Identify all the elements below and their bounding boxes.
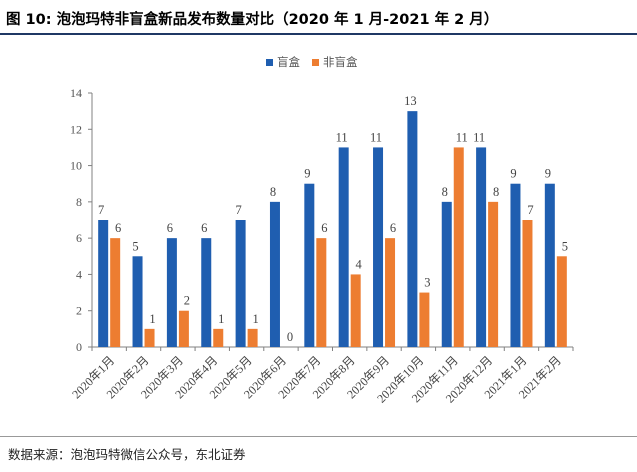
figure-source: 数据来源：泡泡玛特微信公众号，东北证券 bbox=[8, 447, 246, 462]
bar-series-2 bbox=[453, 147, 464, 347]
bar-series-2 bbox=[488, 201, 499, 347]
data-label-series-1: 9 bbox=[304, 167, 310, 181]
data-label-series-1: 11 bbox=[370, 130, 382, 144]
data-label-series-1: 6 bbox=[201, 221, 207, 235]
data-label-series-1: 5 bbox=[132, 239, 138, 253]
bar-series-1 bbox=[407, 111, 418, 348]
data-label-series-2: 6 bbox=[321, 221, 327, 235]
data-label-series-2: 11 bbox=[456, 130, 468, 144]
bar-series-2 bbox=[144, 328, 155, 347]
bar-series-1 bbox=[338, 147, 349, 347]
y-tick-label: 0 bbox=[76, 340, 82, 354]
bar-series-2 bbox=[213, 328, 224, 347]
legend-label-series-1: 盲盒 bbox=[277, 55, 300, 69]
bar-series-2 bbox=[316, 238, 327, 347]
bar-series-1 bbox=[201, 238, 212, 347]
data-label-series-2: 6 bbox=[390, 221, 396, 235]
data-label-series-2: 5 bbox=[562, 239, 568, 253]
legend-swatch-series-1 bbox=[266, 59, 273, 66]
bar-series-1 bbox=[269, 201, 280, 347]
y-tick-label: 10 bbox=[70, 159, 82, 173]
y-tick-label: 14 bbox=[70, 86, 82, 100]
data-label-series-1: 8 bbox=[270, 185, 276, 199]
bar-series-1 bbox=[544, 183, 555, 347]
data-label-series-1: 8 bbox=[442, 185, 448, 199]
bar-series-1 bbox=[441, 201, 452, 347]
data-label-series-2: 2 bbox=[184, 294, 190, 308]
bar-series-1 bbox=[235, 220, 246, 347]
bar-series-1 bbox=[166, 238, 177, 347]
data-label-series-2: 8 bbox=[493, 185, 499, 199]
data-label-series-1: 9 bbox=[510, 167, 516, 181]
y-tick-label: 12 bbox=[70, 122, 82, 136]
y-tick-label: 4 bbox=[76, 267, 82, 281]
bar-series-1 bbox=[304, 183, 315, 347]
bar-series-1 bbox=[373, 147, 384, 347]
data-label-series-1: 7 bbox=[98, 203, 104, 217]
data-label-series-1: 11 bbox=[336, 130, 348, 144]
data-label-series-2: 1 bbox=[218, 312, 224, 326]
y-tick-label: 2 bbox=[76, 304, 82, 318]
data-label-series-2: 1 bbox=[252, 312, 258, 326]
data-label-series-2: 6 bbox=[115, 221, 121, 235]
data-label-series-1: 9 bbox=[545, 167, 551, 181]
bar-series-2 bbox=[350, 274, 361, 347]
data-label-series-1: 11 bbox=[473, 130, 485, 144]
bar-series-2 bbox=[247, 328, 258, 347]
data-label-series-2: 0 bbox=[287, 330, 293, 344]
bar-series-1 bbox=[476, 147, 487, 347]
bar-series-2 bbox=[110, 238, 121, 347]
bar-series-1 bbox=[132, 256, 143, 347]
bar-series-1 bbox=[98, 220, 109, 347]
data-label-series-2: 1 bbox=[149, 312, 155, 326]
figure-header: 图 10: 泡泡玛特非盲盒新品发布数量对比（2020 年 1 月-2021 年 … bbox=[0, 0, 637, 35]
figure-footer: 数据来源：泡泡玛特微信公众号，东北证券 bbox=[0, 436, 637, 472]
legend-label-series-2: 非盲盒 bbox=[323, 55, 358, 69]
bar-series-1 bbox=[510, 183, 521, 347]
data-label-series-1: 7 bbox=[235, 203, 241, 217]
data-label-series-1: 13 bbox=[404, 94, 417, 108]
y-tick-label: 6 bbox=[76, 231, 82, 245]
data-label-series-2: 4 bbox=[356, 257, 363, 271]
y-tick-label: 8 bbox=[76, 195, 82, 209]
figure-title: 图 10: 泡泡玛特非盲盒新品发布数量对比（2020 年 1 月-2021 年 … bbox=[6, 12, 499, 28]
bar-series-2 bbox=[556, 256, 567, 347]
data-label-series-2: 3 bbox=[424, 276, 430, 290]
bar-series-2 bbox=[385, 238, 396, 347]
bar-series-2 bbox=[178, 310, 189, 347]
bar-series-2 bbox=[419, 292, 430, 347]
data-label-series-1: 6 bbox=[167, 221, 173, 235]
legend-swatch-series-2 bbox=[312, 59, 319, 66]
bar-series-2 bbox=[522, 220, 533, 347]
data-label-series-2: 7 bbox=[527, 203, 533, 217]
